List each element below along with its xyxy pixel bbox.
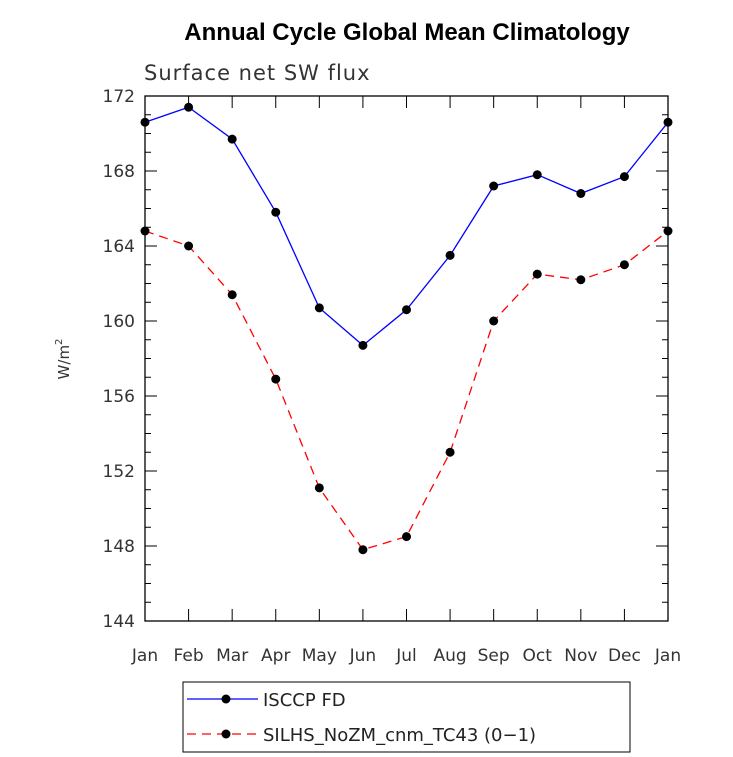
series-1-point [358, 545, 368, 555]
y-tick-label: 172 [103, 87, 135, 107]
series-0-point [532, 170, 542, 180]
y-axis-label: W/m2 [54, 339, 73, 380]
series-1-point [663, 226, 673, 236]
x-tick-label: Jun [349, 646, 377, 666]
legend-marker-silhs [221, 729, 231, 739]
legend-marker-isccp [221, 694, 231, 704]
series-0-point [489, 181, 499, 191]
plot-axes: 144 148 152 156 160 164 168 172 Jan Feb Mar Apr May J… [103, 87, 682, 666]
y-tick-label: 168 [103, 162, 135, 182]
series-1-point [489, 316, 499, 326]
x-tick-label: Oct [523, 646, 553, 666]
x-tick-label: Sep [478, 646, 510, 666]
series-1-point [314, 483, 324, 493]
series-0-point [663, 117, 673, 127]
x-tick-label: Nov [564, 646, 597, 666]
x-tick-label: Jan [131, 646, 158, 666]
series-0-point [358, 340, 368, 350]
legend-box [182, 681, 631, 753]
chart-title: Annual Cycle Global Mean Climatology [184, 19, 630, 46]
series-1-point [227, 290, 237, 300]
series-0-point [619, 172, 629, 182]
series-0-point [576, 189, 586, 198]
plot-series [140, 102, 673, 555]
x-tick-label: Mar [216, 646, 248, 666]
series-1-point [271, 374, 281, 384]
series-1-point [402, 532, 411, 542]
series-0-point [271, 207, 281, 217]
x-tick-label: Aug [433, 646, 466, 666]
series-0-point [445, 250, 455, 260]
y-tick-label: 152 [103, 462, 135, 482]
x-tick-label: May [302, 646, 337, 666]
y-tick-label: 148 [103, 537, 135, 557]
series-1-point [445, 447, 455, 457]
x-tick-label: Feb [174, 646, 204, 666]
y-tick-label: 164 [103, 237, 135, 257]
x-tick-label: Apr [261, 646, 290, 666]
chart-subtitle: Surface net SW flux [144, 61, 371, 85]
series-1-point [532, 269, 542, 279]
series-0-point [140, 117, 150, 127]
plot-frame [144, 95, 669, 622]
series-0-point [184, 102, 194, 112]
series-1-point [140, 226, 150, 236]
y-tick-label: 144 [103, 612, 135, 632]
y-axis-label-text: W/m [55, 345, 73, 380]
series-1-point [184, 241, 194, 251]
x-tick-label: Jan [654, 646, 681, 666]
series-0-point [402, 305, 411, 315]
series-0-point [227, 134, 237, 144]
legend-label-isccp: ISCCP FD [263, 690, 346, 711]
series-0-point [314, 303, 324, 313]
series-1-point [619, 260, 629, 270]
y-tick-label: 156 [103, 387, 135, 407]
series-1-point [576, 275, 586, 285]
legend: ISCCP FD SILHS_NoZM_cnm_TC43 (0−1) [182, 681, 631, 753]
y-axis-label-superscript: 2 [54, 339, 65, 345]
x-tick-label: Jul [395, 646, 417, 666]
y-tick-label: 160 [103, 312, 135, 332]
series-line-1 [144, 230, 669, 551]
legend-label-silhs: SILHS_NoZM_cnm_TC43 (0−1) [263, 725, 536, 746]
x-tick-label: Dec [608, 646, 641, 666]
